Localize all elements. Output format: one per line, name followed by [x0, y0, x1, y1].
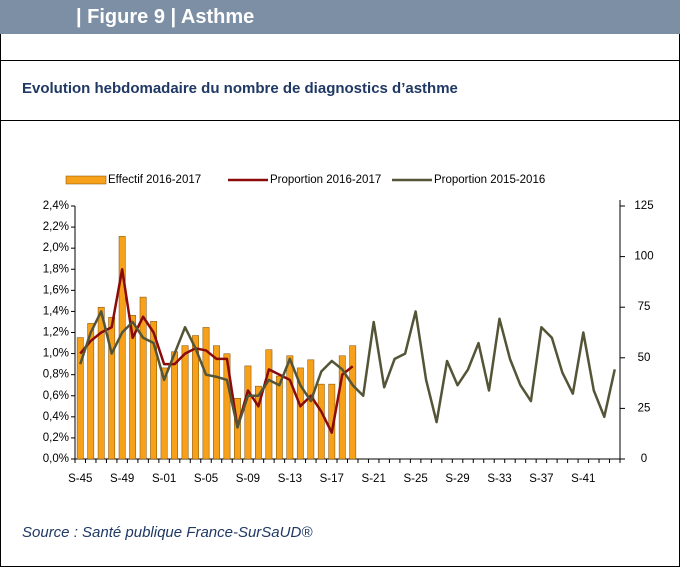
- bar: [160, 367, 168, 460]
- x-tick-label: S-09: [236, 473, 260, 485]
- y2-tick-label: 25: [638, 402, 651, 414]
- y-tick-label: 2,2%: [43, 221, 69, 233]
- y2-tick-label: 100: [634, 251, 653, 263]
- bar: [118, 236, 126, 460]
- bar: [223, 353, 231, 460]
- bar: [255, 385, 262, 460]
- y-tick-label: 1,6%: [43, 284, 69, 296]
- y-tick-label: 0,2%: [43, 432, 69, 444]
- y-tick-label: 2,4%: [43, 200, 69, 212]
- bar: [87, 323, 95, 460]
- x-tick-label: S-21: [362, 473, 386, 485]
- y2-tick-label: 50: [638, 352, 651, 364]
- bar: [76, 337, 84, 460]
- y-tick-label: 1,2%: [43, 327, 69, 339]
- x-tick-label: S-33: [487, 473, 511, 485]
- y-tick-label: 0,8%: [43, 369, 69, 381]
- legend-label: Proportion 2015-2016: [434, 174, 545, 186]
- bar: [296, 367, 304, 460]
- source-note: Source : Santé publique France-SurSaUD®: [22, 524, 313, 541]
- bar: [286, 355, 294, 460]
- line: [79, 310, 616, 429]
- bar: [181, 345, 189, 460]
- bar: [129, 315, 137, 460]
- bar: [202, 327, 210, 460]
- figure-header: | Figure 9 | Asthme: [0, 0, 680, 34]
- line: [79, 268, 354, 434]
- y2-tick-label: 0: [641, 453, 647, 465]
- y-tick-label: 1,8%: [43, 263, 69, 275]
- x-tick-label: S-05: [194, 473, 218, 485]
- legend-label: Proportion 2016-2017: [270, 174, 381, 186]
- y-tick-label: 1,0%: [43, 348, 69, 360]
- bar: [317, 383, 325, 460]
- bar: [108, 317, 116, 460]
- bar: [97, 306, 105, 460]
- bar: [139, 296, 147, 460]
- legend-label: Effectif 2016-2017: [108, 174, 201, 186]
- x-tick-label: S-29: [445, 473, 469, 485]
- divider: [0, 120, 680, 121]
- bar: [349, 345, 357, 460]
- bar: [338, 355, 346, 460]
- x-tick-label: S-37: [529, 473, 553, 485]
- bar: [307, 359, 315, 460]
- bar: [244, 365, 252, 460]
- x-tick-label: S-13: [278, 473, 302, 485]
- divider: [0, 60, 680, 61]
- y-tick-label: 2,0%: [43, 242, 69, 254]
- bar: [213, 345, 220, 460]
- bar: [234, 398, 241, 460]
- x-tick-label: S-01: [152, 473, 176, 485]
- x-tick-label: S-45: [68, 473, 92, 485]
- bar: [192, 335, 199, 460]
- bar: [171, 351, 178, 460]
- y2-tick-label: 75: [638, 301, 651, 313]
- y-tick-label: 0,4%: [43, 411, 69, 423]
- y-tick-label: 0,0%: [43, 453, 69, 465]
- y2-tick-label: 125: [634, 200, 653, 212]
- bar: [150, 321, 157, 460]
- bar: [265, 349, 273, 460]
- bar: [275, 375, 283, 460]
- legend-swatch: [65, 175, 107, 185]
- y-tick-label: 1,4%: [43, 305, 69, 317]
- x-tick-label: S-49: [110, 473, 134, 485]
- x-tick-label: S-17: [320, 473, 344, 485]
- chart-title: Evolution hebdomadaire du nombre de diag…: [22, 80, 458, 97]
- x-tick-label: S-41: [571, 473, 595, 485]
- y-tick-label: 0,6%: [43, 390, 69, 402]
- x-tick-label: S-25: [403, 473, 427, 485]
